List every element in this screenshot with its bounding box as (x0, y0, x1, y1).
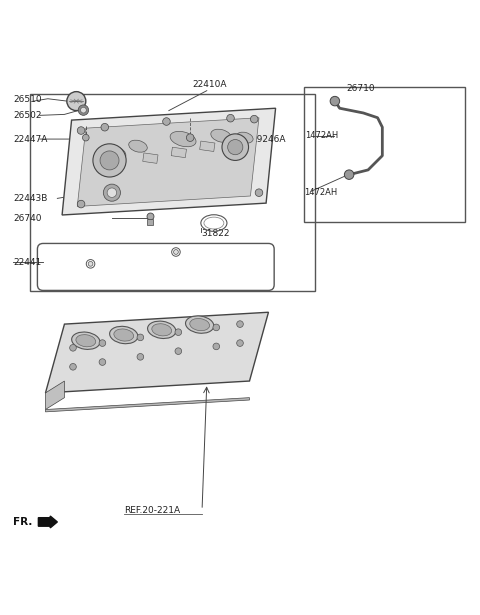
Ellipse shape (103, 146, 126, 161)
Bar (200, 141, 215, 151)
Circle shape (103, 184, 120, 201)
Bar (143, 153, 158, 164)
Ellipse shape (114, 329, 133, 341)
Text: 31822: 31822 (201, 229, 229, 239)
Circle shape (228, 140, 243, 155)
Circle shape (81, 107, 86, 113)
Text: 1472AH: 1472AH (305, 131, 339, 140)
Bar (304, 87, 466, 222)
Ellipse shape (76, 335, 96, 347)
Circle shape (88, 261, 93, 266)
Circle shape (251, 116, 258, 123)
Circle shape (137, 354, 144, 360)
Circle shape (78, 105, 89, 116)
Ellipse shape (129, 140, 147, 152)
Ellipse shape (186, 316, 214, 333)
Text: 22447A: 22447A (13, 135, 48, 143)
Circle shape (237, 339, 243, 346)
Bar (228, 137, 243, 148)
Text: 26740: 26740 (13, 214, 42, 223)
Circle shape (83, 134, 89, 141)
Ellipse shape (152, 323, 172, 336)
Circle shape (77, 127, 85, 134)
Circle shape (175, 329, 181, 336)
Circle shape (70, 344, 76, 351)
Ellipse shape (211, 129, 231, 142)
Circle shape (99, 339, 106, 346)
Text: 26510: 26510 (13, 95, 42, 104)
Text: 1472AH: 1472AH (304, 188, 337, 197)
Polygon shape (46, 381, 64, 410)
Circle shape (107, 188, 117, 197)
Polygon shape (77, 117, 259, 207)
Bar (171, 147, 187, 157)
Circle shape (137, 334, 144, 341)
Circle shape (175, 348, 181, 354)
Circle shape (237, 321, 243, 327)
FancyArrow shape (38, 516, 57, 528)
Polygon shape (46, 312, 268, 393)
Circle shape (99, 359, 106, 365)
Bar (109, 159, 125, 170)
Circle shape (67, 92, 86, 111)
Text: 26710: 26710 (347, 84, 375, 93)
Text: FR.: FR. (13, 517, 33, 527)
Circle shape (255, 189, 263, 196)
Text: 22410A: 22410A (192, 80, 227, 89)
Circle shape (77, 200, 85, 208)
Text: REF.20-221A: REF.20-221A (124, 506, 180, 515)
Circle shape (213, 324, 219, 331)
Circle shape (227, 114, 234, 122)
Circle shape (101, 124, 108, 131)
Polygon shape (62, 108, 276, 215)
Text: 26502: 26502 (13, 111, 42, 120)
Circle shape (186, 134, 194, 141)
Text: 22443B: 22443B (13, 194, 48, 203)
Text: 29246A: 29246A (252, 135, 286, 143)
Circle shape (70, 363, 76, 370)
Circle shape (213, 343, 219, 350)
Text: 22441: 22441 (13, 258, 41, 267)
Circle shape (163, 117, 170, 125)
Ellipse shape (72, 332, 100, 349)
Polygon shape (46, 398, 250, 412)
Circle shape (174, 250, 179, 255)
Circle shape (344, 170, 354, 180)
Ellipse shape (190, 319, 210, 331)
Circle shape (330, 97, 340, 106)
Ellipse shape (109, 327, 138, 344)
Circle shape (100, 151, 119, 170)
Ellipse shape (147, 321, 176, 338)
Circle shape (93, 144, 126, 177)
Bar (30, 94, 315, 291)
Circle shape (222, 134, 249, 161)
Ellipse shape (170, 132, 196, 147)
Ellipse shape (236, 132, 253, 143)
